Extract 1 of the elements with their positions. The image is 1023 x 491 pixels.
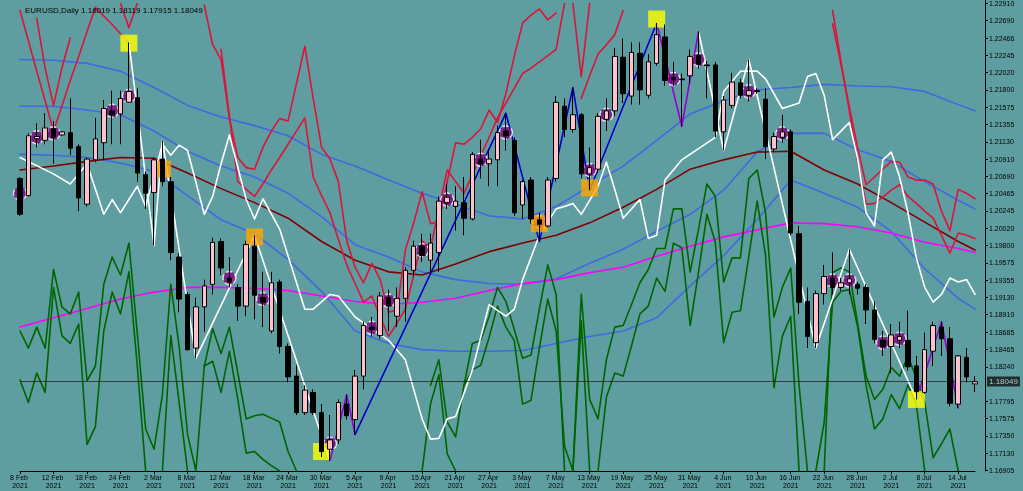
ref-line-label: 1.18049 bbox=[989, 377, 1019, 387]
